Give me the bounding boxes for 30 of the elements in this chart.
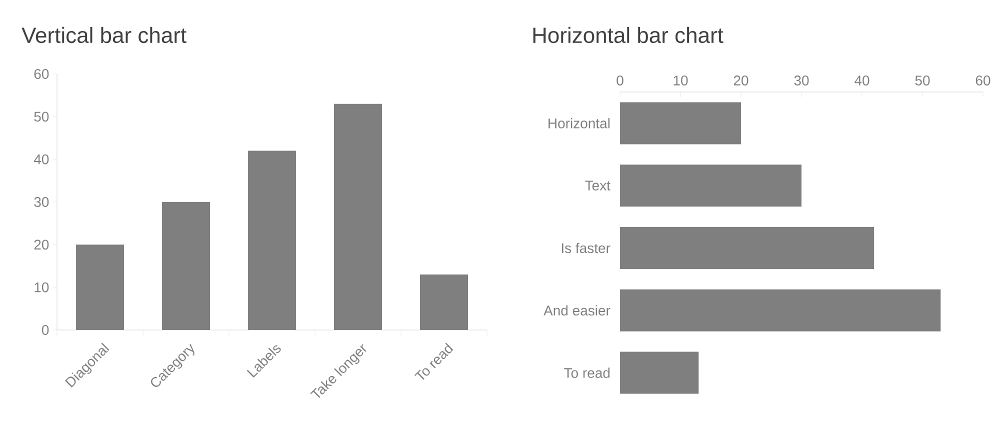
y-tick-label: 50 — [34, 112, 49, 122]
x-tick-label: 30 — [794, 76, 809, 86]
bar — [620, 226, 874, 269]
bar — [620, 102, 741, 144]
y-tick-label: 60 — [34, 69, 49, 79]
x-tick-label: 0 — [616, 76, 624, 86]
chart-title: Vertical bar chart — [22, 26, 186, 44]
x-tick-label: 10 — [674, 76, 688, 86]
chart-title: Horizontal bar chart — [533, 26, 724, 44]
bar — [334, 104, 382, 330]
bar — [620, 164, 802, 207]
y-tick-label: 10 — [34, 282, 49, 292]
y-tick-label: 30 — [34, 197, 49, 207]
bar — [620, 289, 941, 332]
x-tick-label: 20 — [734, 76, 748, 86]
y-tick-label: Is faster — [562, 242, 610, 254]
bar — [420, 274, 468, 330]
y-tick-label: 40 — [34, 154, 49, 164]
y-tick-label: Horizontal — [548, 118, 610, 128]
bar — [248, 150, 296, 330]
x-tick-label: 40 — [854, 76, 870, 86]
y-tick-label: And easier — [544, 305, 610, 316]
y-tick-label: 0 — [42, 325, 49, 335]
x-tick-label: 60 — [976, 76, 990, 86]
bar — [620, 352, 699, 394]
y-tick-label: Text — [585, 180, 610, 190]
bar — [162, 202, 210, 330]
y-tick-label: 20 — [34, 240, 49, 250]
bar — [76, 244, 124, 330]
x-tick-label: 50 — [915, 76, 930, 86]
